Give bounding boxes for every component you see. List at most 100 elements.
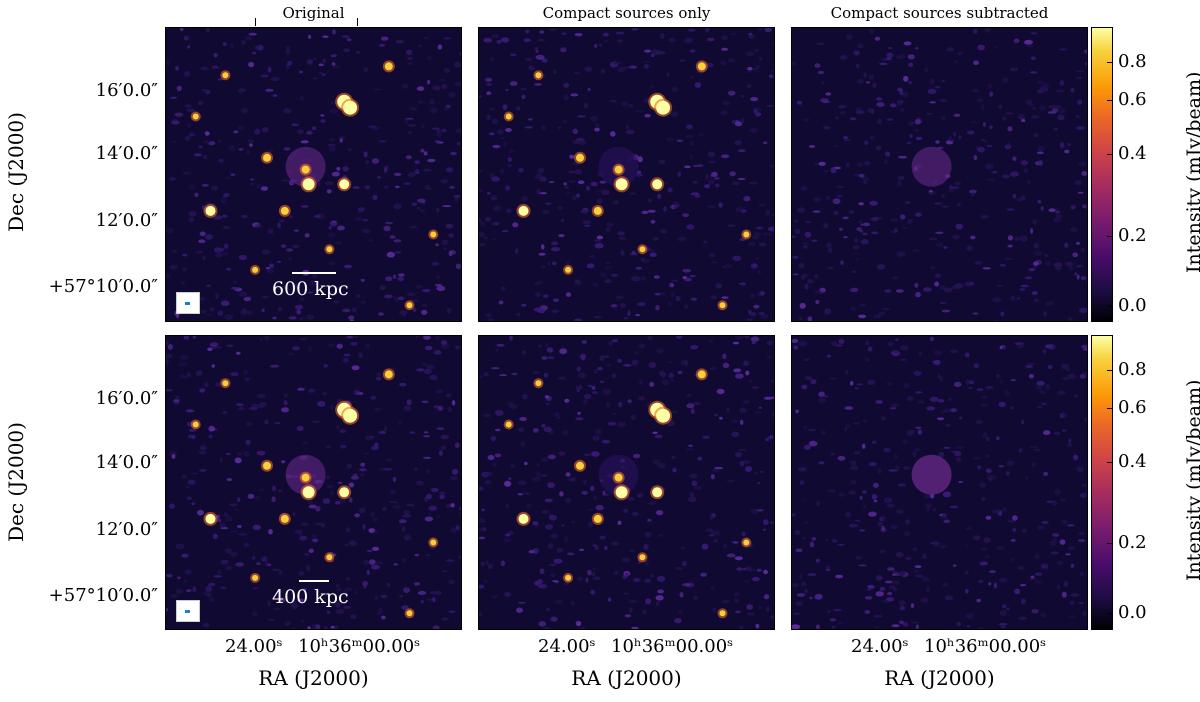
noise-speckle bbox=[251, 51, 257, 55]
noise-speckle bbox=[907, 218, 913, 224]
noise-speckle bbox=[354, 513, 360, 518]
noise-speckle bbox=[575, 386, 581, 390]
noise-speckle bbox=[398, 519, 407, 524]
noise-speckle bbox=[1079, 307, 1087, 313]
noise-speckle bbox=[242, 308, 248, 314]
noise-speckle bbox=[613, 570, 619, 575]
noise-speckle bbox=[438, 450, 443, 456]
compact-source bbox=[652, 179, 663, 190]
noise-speckle bbox=[645, 598, 652, 605]
noise-speckle bbox=[954, 181, 962, 186]
noise-speckle bbox=[521, 196, 529, 203]
noise-speckle bbox=[372, 194, 378, 200]
noise-speckle bbox=[200, 66, 209, 71]
noise-speckle bbox=[337, 225, 345, 231]
noise-speckle bbox=[1067, 143, 1071, 147]
noise-speckle bbox=[609, 99, 617, 103]
noise-speckle bbox=[844, 512, 852, 518]
beam-marker-bottom bbox=[176, 600, 200, 622]
noise-speckle bbox=[432, 597, 436, 603]
noise-speckle bbox=[973, 363, 979, 369]
noise-speckle bbox=[1081, 344, 1087, 349]
noise-speckle bbox=[818, 461, 825, 465]
noise-speckle bbox=[457, 554, 461, 560]
noise-speckle bbox=[336, 343, 343, 349]
noise-speckle bbox=[188, 217, 195, 223]
noise-speckle bbox=[910, 603, 915, 609]
noise-speckle bbox=[1030, 32, 1038, 35]
noise-speckle bbox=[327, 143, 336, 147]
compact-source bbox=[535, 380, 542, 387]
noise-speckle bbox=[496, 343, 505, 347]
noise-speckle bbox=[1036, 525, 1045, 530]
noise-speckle bbox=[294, 304, 303, 310]
noise-speckle bbox=[687, 28, 696, 32]
noise-speckle bbox=[441, 128, 447, 133]
noise-speckle bbox=[901, 91, 909, 98]
noise-speckle bbox=[899, 53, 905, 60]
noise-speckle bbox=[487, 563, 493, 570]
noise-speckle bbox=[296, 425, 304, 431]
noise-speckle bbox=[538, 621, 546, 627]
noise-speckle bbox=[943, 287, 953, 293]
noise-speckle bbox=[750, 293, 756, 299]
noise-speckle bbox=[594, 315, 602, 319]
noise-speckle bbox=[1030, 228, 1034, 234]
noise-speckle bbox=[1020, 598, 1026, 605]
noise-speckle bbox=[637, 156, 643, 163]
noise-speckle bbox=[944, 595, 954, 601]
noise-speckle bbox=[261, 308, 265, 313]
noise-speckle bbox=[967, 380, 975, 385]
noise-speckle bbox=[672, 467, 677, 473]
noise-speckle bbox=[173, 399, 180, 403]
noise-speckle bbox=[643, 64, 649, 69]
noise-speckle bbox=[299, 338, 308, 341]
noise-speckle bbox=[250, 178, 254, 181]
noise-speckle bbox=[499, 168, 505, 174]
noise-speckle bbox=[720, 60, 726, 66]
noise-speckle bbox=[929, 101, 937, 104]
colorbar-tickmark bbox=[1107, 370, 1113, 371]
noise-speckle bbox=[371, 445, 379, 451]
noise-speckle bbox=[308, 504, 317, 509]
noise-speckle bbox=[278, 219, 286, 223]
noise-speckle bbox=[920, 597, 929, 603]
noise-speckle bbox=[801, 581, 807, 587]
noise-speckle bbox=[831, 626, 836, 629]
noise-speckle bbox=[514, 248, 519, 254]
noise-speckle bbox=[238, 88, 247, 92]
noise-speckle bbox=[233, 280, 237, 284]
noise-speckle bbox=[852, 270, 856, 274]
noise-speckle bbox=[555, 599, 563, 604]
noise-speckle bbox=[824, 395, 828, 398]
noise-speckle bbox=[905, 556, 912, 560]
noise-speckle bbox=[255, 562, 261, 566]
noise-speckle bbox=[991, 170, 998, 174]
noise-speckle bbox=[215, 253, 223, 258]
noise-speckle bbox=[415, 284, 423, 289]
noise-speckle bbox=[222, 42, 227, 47]
noise-speckle bbox=[915, 212, 922, 217]
noise-speckle bbox=[889, 218, 899, 222]
noise-speckle bbox=[656, 575, 666, 582]
noise-speckle bbox=[408, 124, 416, 127]
noise-speckle bbox=[581, 340, 587, 344]
noise-speckle bbox=[570, 93, 579, 97]
noise-speckle bbox=[350, 475, 360, 480]
noise-speckle bbox=[557, 206, 563, 210]
noise-speckle bbox=[677, 171, 682, 177]
noise-speckle bbox=[536, 472, 541, 477]
noise-speckle bbox=[883, 447, 891, 453]
noise-speckle bbox=[1032, 218, 1037, 225]
noise-speckle bbox=[374, 595, 378, 601]
noise-speckle bbox=[643, 543, 649, 550]
noise-speckle bbox=[479, 375, 484, 378]
noise-speckle bbox=[827, 610, 831, 613]
noise-speckle bbox=[367, 125, 377, 128]
noise-speckle bbox=[599, 180, 607, 184]
noise-speckle bbox=[431, 127, 439, 130]
noise-speckle bbox=[939, 98, 948, 103]
noise-speckle bbox=[577, 411, 581, 415]
noise-speckle bbox=[501, 230, 509, 233]
noise-speckle bbox=[742, 400, 750, 404]
